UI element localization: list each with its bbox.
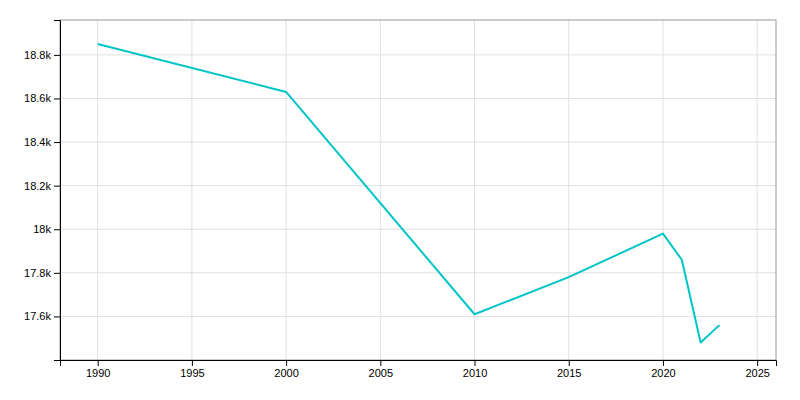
tick-mark (98, 360, 99, 366)
tick-mark (54, 273, 60, 274)
grid-line (60, 316, 776, 317)
tick-label: 18.8k (24, 49, 51, 61)
grid-line (60, 229, 776, 230)
tick-mark (757, 360, 758, 366)
grid-line (191, 20, 192, 360)
tick: 2000 (274, 360, 298, 379)
grid-line (286, 20, 287, 360)
tick-label: 17.8k (24, 267, 51, 279)
tick-mark (54, 55, 60, 56)
tick-mark (380, 360, 381, 366)
grid (60, 20, 776, 360)
tick-label: 2020 (651, 367, 675, 379)
tick-mark (286, 360, 287, 366)
tick: 2025 (745, 360, 769, 379)
tick-label: 2010 (463, 367, 487, 379)
grid-line (60, 272, 776, 273)
chart: 1990199520002005201020152020202517.6k17.… (0, 0, 800, 400)
tick: 17.6k (24, 310, 60, 322)
tick-mark (54, 142, 60, 143)
grid-line (380, 20, 381, 360)
grid-line (60, 54, 776, 55)
tick-label: 2025 (745, 367, 769, 379)
tick: 18.2k (24, 180, 60, 192)
plot-frame (60, 20, 776, 360)
grid-line (60, 98, 776, 99)
grid-line (97, 20, 98, 360)
tick-mark (475, 360, 476, 366)
tick: 18k (33, 223, 60, 235)
tick-label: 18.6k (24, 92, 51, 104)
tick: 17.8k (24, 267, 60, 279)
tick: 2010 (463, 360, 487, 379)
tick: 2015 (557, 360, 581, 379)
tick-label: 2000 (274, 367, 298, 379)
tick-label: 17.6k (24, 310, 51, 322)
tick: 2020 (651, 360, 675, 379)
tick-label: 2005 (369, 367, 393, 379)
tick-mark (54, 229, 60, 230)
plot: 1990199520002005201020152020202517.6k17.… (24, 20, 776, 379)
tick: 1990 (86, 360, 110, 379)
tick-label: 18.4k (24, 136, 51, 148)
tick-label: 1990 (86, 367, 110, 379)
tick-mark (54, 186, 60, 187)
line (98, 44, 720, 343)
axis-line (54, 21, 61, 361)
tick-label: 2015 (557, 367, 581, 379)
tick-mark (192, 360, 193, 366)
marks (98, 44, 720, 343)
grid-line (60, 142, 776, 143)
x-axis: 1990 1995 2000 2005 2010 2015 2020 2025 (61, 360, 777, 379)
tick-mark (54, 316, 60, 317)
grid-line (474, 20, 475, 360)
tick-label: 18.2k (24, 180, 51, 192)
tick-mark (54, 98, 60, 99)
tick: 18.4k (24, 136, 60, 148)
tick: 18.8k (24, 49, 60, 61)
grid-line (757, 20, 758, 360)
tick-label: 1995 (180, 367, 204, 379)
tick: 2005 (369, 360, 393, 379)
tick-label: 18k (33, 223, 51, 235)
tick-mark (569, 360, 570, 366)
tick-mark (663, 360, 664, 366)
axis-line (61, 361, 777, 367)
tick: 1995 (180, 360, 204, 379)
y-axis: 17.6k 17.8k 18k 18.2k 18.4k 18.6k 18.8k (24, 21, 60, 361)
grid-line (568, 20, 569, 360)
grid-line (60, 185, 776, 186)
grid-line (662, 20, 663, 360)
tick: 18.6k (24, 92, 60, 104)
